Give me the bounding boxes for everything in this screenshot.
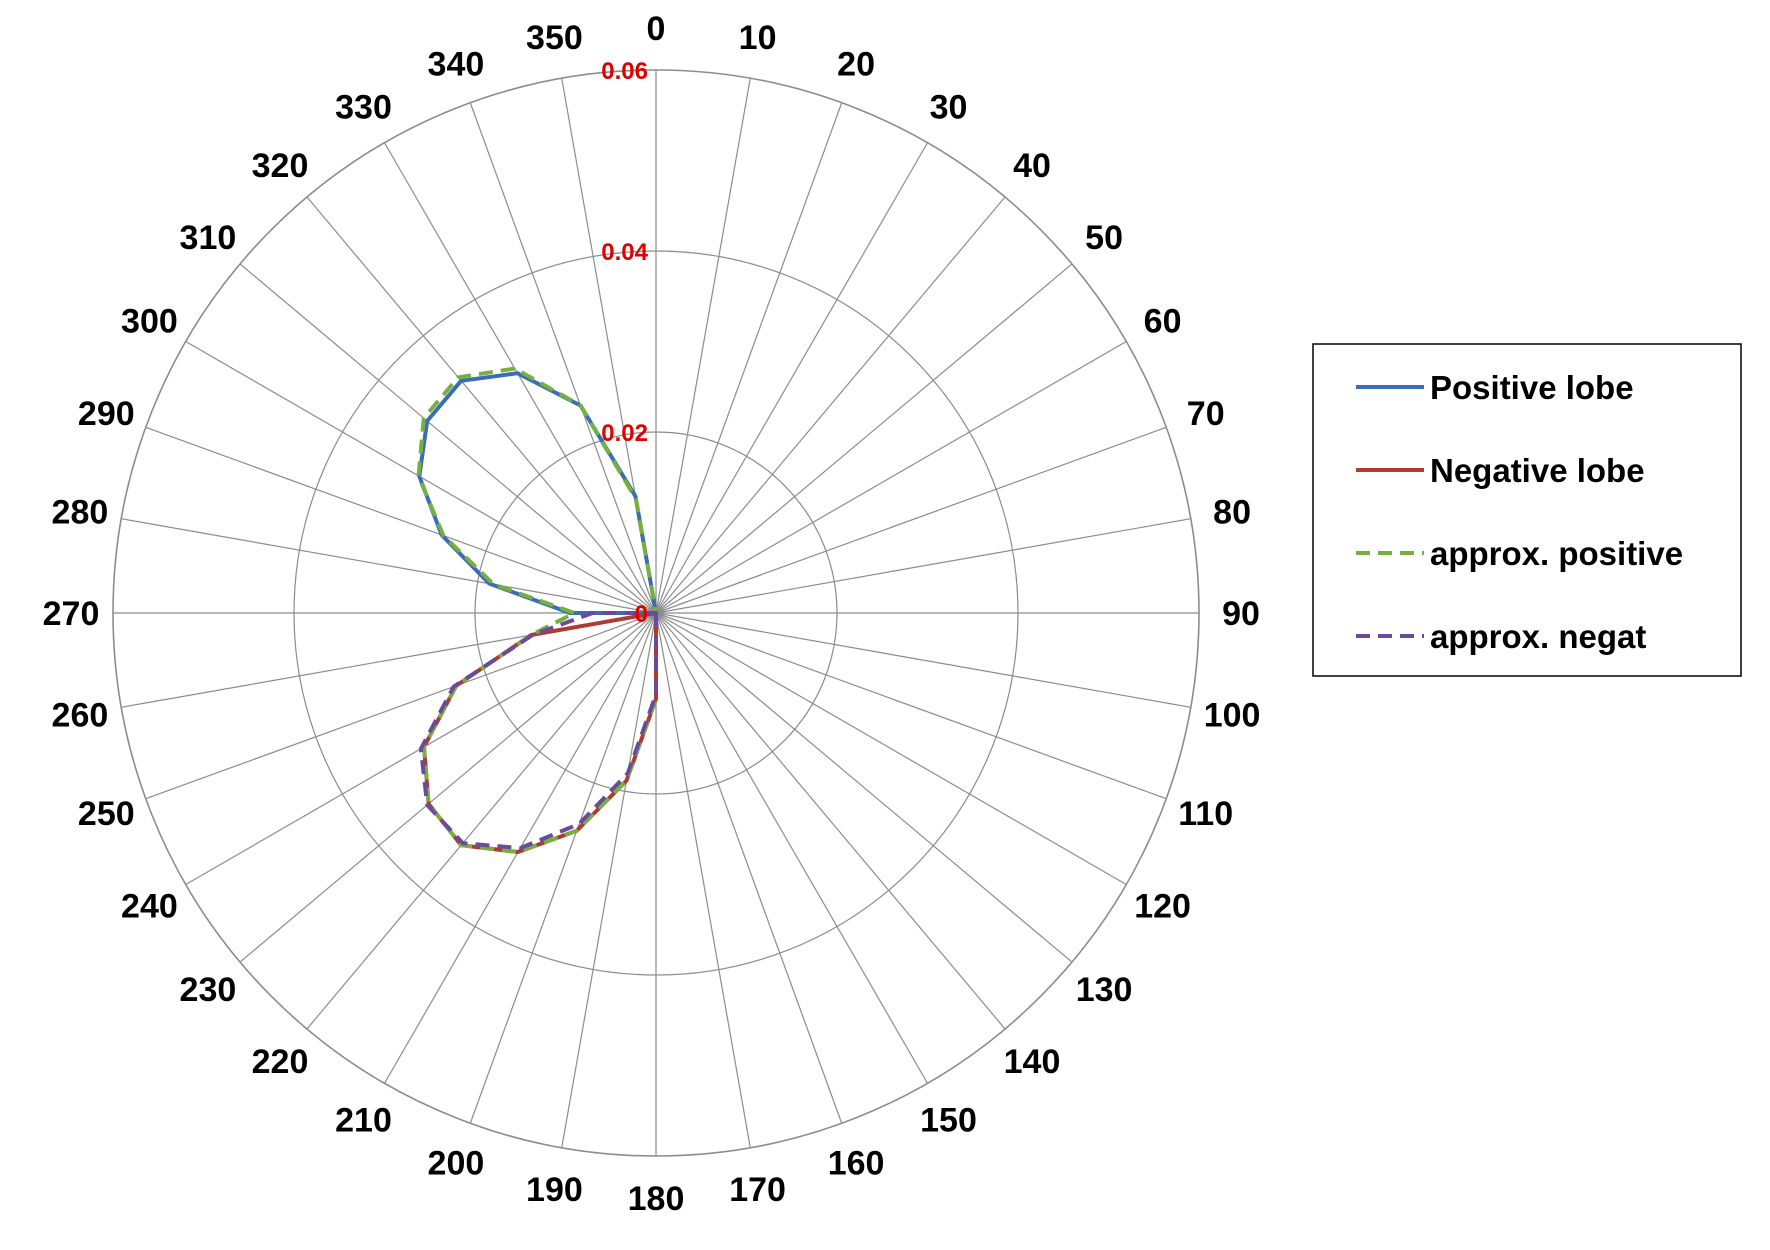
grid-spoke bbox=[655, 518, 1191, 614]
grid-spoke bbox=[655, 196, 1006, 614]
angle-tick-label: 60 bbox=[1144, 303, 1182, 341]
radial-tick-label: 0.04 bbox=[601, 239, 648, 266]
legend-label: approx. positive bbox=[1430, 535, 1683, 572]
angle-tick-label: 200 bbox=[428, 1145, 485, 1183]
angle-tick-label: 10 bbox=[739, 19, 777, 57]
grid-spoke bbox=[655, 612, 929, 1084]
angle-tick-label: 120 bbox=[1134, 888, 1191, 926]
grid-spoke bbox=[239, 263, 657, 614]
angle-tick-label: 160 bbox=[828, 1145, 885, 1183]
radial-tick-label: 0.02 bbox=[601, 420, 648, 447]
legend-label: Positive lobe bbox=[1430, 369, 1634, 406]
radial-tick-label: 0.06 bbox=[601, 58, 648, 85]
grid-spoke bbox=[655, 612, 1191, 708]
grid-spoke bbox=[306, 612, 657, 1030]
angle-tick-label: 70 bbox=[1187, 395, 1225, 433]
grid-spoke bbox=[655, 612, 843, 1124]
grid-spoke bbox=[239, 612, 657, 963]
angle-tick-label: 210 bbox=[335, 1102, 392, 1140]
series-line-2 bbox=[416, 366, 658, 854]
angle-tick-label: 50 bbox=[1085, 219, 1123, 257]
grid-spoke bbox=[145, 426, 657, 614]
angle-tick-label: 250 bbox=[78, 795, 135, 833]
grid-spoke bbox=[469, 612, 657, 1124]
series-line-3 bbox=[418, 611, 658, 851]
grid-spoke bbox=[655, 612, 1167, 800]
legend-box bbox=[1312, 343, 1742, 677]
grid-spoke bbox=[655, 612, 1006, 1030]
angle-tick-label: 190 bbox=[526, 1171, 583, 1209]
angle-tick-label: 90 bbox=[1222, 595, 1260, 633]
grid-spoke bbox=[383, 142, 657, 614]
angle-tick-label: 110 bbox=[1178, 795, 1233, 833]
grid-spoke bbox=[655, 340, 1127, 614]
angle-tick-label: 280 bbox=[52, 493, 109, 531]
radial-tick-label: 0 bbox=[635, 601, 648, 628]
grid-spoke bbox=[655, 612, 1073, 963]
angle-tick-label: 30 bbox=[930, 88, 968, 126]
polar-grid bbox=[112, 69, 1200, 1157]
legend-label: Negative lobe bbox=[1430, 452, 1645, 489]
angle-tick-label: 140 bbox=[1004, 1043, 1061, 1081]
series-line-0 bbox=[417, 371, 658, 615]
angle-tick-label: 80 bbox=[1213, 493, 1251, 531]
angle-tick-label: 290 bbox=[78, 395, 135, 433]
grid-spoke bbox=[655, 142, 929, 614]
grid-spoke bbox=[655, 612, 751, 1148]
angle-tick-label: 340 bbox=[428, 45, 485, 83]
angle-tick-label: 150 bbox=[920, 1102, 977, 1140]
axis-labels: 0 10 20 30 40 50 60 70 80 90 100 110 120 130 140 150 160… bbox=[43, 10, 1261, 1218]
series-lines bbox=[416, 366, 658, 854]
grid-spoke bbox=[145, 612, 657, 800]
angle-tick-label: 180 bbox=[628, 1180, 685, 1218]
angle-tick-label: 240 bbox=[121, 888, 178, 926]
angle-tick-label: 310 bbox=[180, 219, 237, 257]
angle-tick-label: 220 bbox=[252, 1043, 309, 1081]
angle-tick-label: 230 bbox=[180, 971, 237, 1009]
angle-tick-label: 330 bbox=[335, 88, 392, 126]
grid-spoke bbox=[469, 102, 657, 614]
angle-tick-label: 270 bbox=[43, 595, 100, 633]
angle-tick-label: 350 bbox=[526, 19, 583, 57]
angle-tick-label: 320 bbox=[252, 147, 309, 185]
legend-label: approx. negat bbox=[1430, 618, 1646, 655]
angle-tick-label: 300 bbox=[121, 303, 178, 341]
grid-spoke bbox=[655, 263, 1073, 614]
grid-spoke bbox=[655, 78, 751, 614]
legend: Positive lobe Negative lobe approx. positi… bbox=[1312, 343, 1742, 677]
series-line-1 bbox=[422, 611, 658, 854]
angle-tick-label: 170 bbox=[729, 1171, 786, 1209]
grid-spoke bbox=[655, 612, 1127, 886]
angle-tick-label: 20 bbox=[837, 45, 875, 83]
angle-tick-label: 40 bbox=[1013, 147, 1051, 185]
grid-spoke bbox=[561, 612, 657, 1148]
angle-tick-label: 100 bbox=[1204, 697, 1261, 735]
angle-tick-label: 0 bbox=[647, 10, 666, 48]
grid-spoke bbox=[121, 518, 657, 614]
grid-spoke bbox=[655, 102, 843, 614]
angle-tick-label: 130 bbox=[1076, 971, 1133, 1009]
grid-spoke bbox=[306, 196, 657, 614]
grid-spoke bbox=[655, 426, 1167, 614]
angle-tick-label: 260 bbox=[52, 697, 109, 735]
